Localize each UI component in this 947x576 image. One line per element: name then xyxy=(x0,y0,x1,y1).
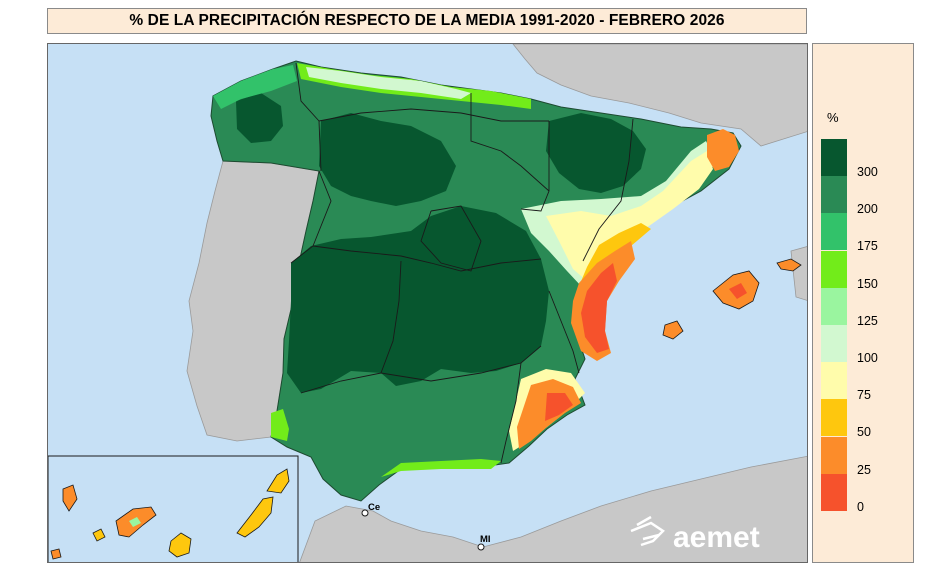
zone-25-catalonia xyxy=(707,129,739,171)
legend-tick-label: 300 xyxy=(857,165,878,179)
zone-300-galicia xyxy=(236,93,283,143)
legend: % 300 200 175 150 125 100 75 50 25 0 xyxy=(812,43,914,563)
region-borders xyxy=(290,62,634,464)
legend-swatch xyxy=(821,287,847,325)
legend-swatch xyxy=(821,250,847,288)
legend-tick-label: 200 xyxy=(857,202,878,217)
sardinia-land xyxy=(790,246,807,301)
zone-100-cantabrian xyxy=(306,67,471,99)
aemet-logo-icon xyxy=(630,515,665,547)
legend-swatch xyxy=(821,325,847,362)
legend-swatch xyxy=(821,176,847,214)
legend-swatch xyxy=(821,473,847,511)
canary-inset xyxy=(48,455,299,562)
map-title: % DE LA PRECIPITACIÓN RESPECTO DE LA MED… xyxy=(129,12,725,29)
menorca xyxy=(776,258,802,272)
zone-0-valencia xyxy=(581,263,617,353)
precipitation-map: Ce MI aemet xyxy=(47,43,808,563)
legend-swatch xyxy=(821,139,847,176)
map-svg: Ce MI aemet xyxy=(48,44,807,562)
legend-tick-label: 125 xyxy=(857,313,878,328)
legend-unit: % xyxy=(827,110,839,125)
zone-0-murcia xyxy=(545,393,573,421)
zone-150-southcoast xyxy=(381,459,501,477)
legend-tick-label: 100 xyxy=(857,351,878,365)
legend-swatch xyxy=(821,362,847,400)
title-box: % DE LA PRECIPITACIÓN RESPECTO DE LA MED… xyxy=(47,8,807,34)
ibiza xyxy=(662,320,684,340)
zone-175-west xyxy=(213,65,297,109)
aemet-logo-text: aemet xyxy=(673,521,760,554)
legend-tick-label: 175 xyxy=(857,239,878,254)
melilla-marker xyxy=(477,543,485,551)
legend-tick-label: 50 xyxy=(857,425,871,440)
aemet-logo: aemet xyxy=(630,515,760,554)
legend-tick-label: 0 xyxy=(857,499,864,514)
zone-300-northeast xyxy=(546,113,646,193)
legend-tick-label: 75 xyxy=(857,388,871,403)
ceuta-marker xyxy=(361,509,369,517)
zone-300-center xyxy=(287,206,549,393)
melilla-label: MI xyxy=(480,534,491,545)
zone-300-north xyxy=(319,113,456,206)
legend-swatch xyxy=(821,399,847,437)
legend-tick-label: 25 xyxy=(857,462,871,477)
legend-tick-label: 150 xyxy=(857,276,878,291)
legend-swatch xyxy=(821,436,847,474)
legend-swatch xyxy=(821,213,847,251)
zone-75-east xyxy=(546,151,713,281)
zone-150-south xyxy=(271,409,289,441)
france-land xyxy=(512,44,807,147)
mallorca-center xyxy=(729,283,747,299)
ceuta-label: Ce xyxy=(368,502,380,513)
africa-land xyxy=(299,455,807,562)
